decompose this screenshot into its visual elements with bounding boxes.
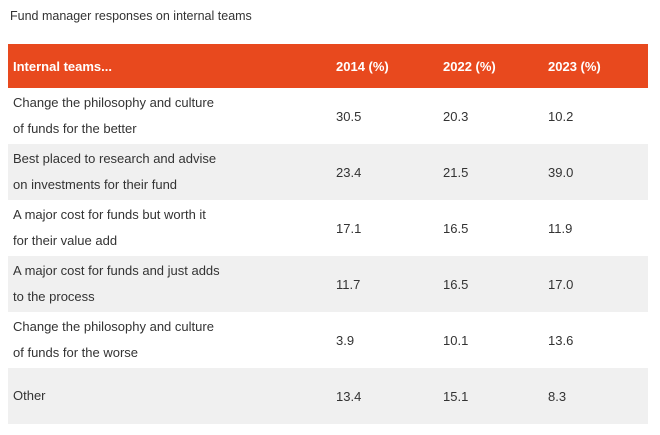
table-row: Best placed to research and advise on in… (8, 144, 648, 200)
row-value: 30.5 (336, 108, 362, 124)
row-value: 21.5 (443, 164, 469, 180)
header-internal-teams: Internal teams... (8, 44, 336, 88)
row-value: 13.6 (548, 332, 574, 348)
table-header-row: Internal teams... 2014 (%) 2022 (%) 2023… (8, 44, 648, 88)
row-label: Other (13, 388, 46, 403)
header-2022: 2022 (%) (443, 44, 548, 88)
header-2014: 2014 (%) (336, 44, 443, 88)
row-value: 15.1 (443, 388, 469, 404)
row-value: 13.4 (336, 388, 362, 404)
row-value: 3.9 (336, 332, 355, 348)
row-value: 23.4 (336, 164, 362, 180)
row-value: 10.2 (548, 108, 574, 124)
row-value: 17.1 (336, 220, 362, 236)
row-value: 20.3 (443, 108, 469, 124)
table-row: A major cost for funds and just adds to … (8, 256, 648, 312)
row-label: Best placed to research and advise on in… (13, 151, 217, 192)
row-value: 11.9 (548, 220, 573, 236)
row-value: 16.5 (443, 276, 469, 292)
row-label: A major cost for funds and just adds to … (13, 263, 220, 304)
row-value: 10.1 (443, 332, 469, 348)
row-value: 8.3 (548, 388, 567, 404)
row-value: 39.0 (548, 164, 574, 180)
row-label: Change the philosophy and culture of fun… (13, 319, 214, 360)
table-row: Change the philosophy and culture of fun… (8, 88, 648, 144)
row-label: A major cost for funds but worth it for … (13, 207, 206, 248)
report-figure: Fund manager responses on internal teams… (8, 9, 648, 424)
table-row: Change the philosophy and culture of fun… (8, 312, 648, 368)
table-row: Other 13.4 15.1 8.3 (8, 368, 648, 424)
row-label: Change the philosophy and culture of fun… (13, 95, 214, 136)
fund-manager-table: Internal teams... 2014 (%) 2022 (%) 2023… (8, 44, 648, 424)
header-2023: 2023 (%) (548, 44, 648, 88)
table-row: A major cost for funds but worth it for … (8, 200, 648, 256)
row-value: 17.0 (548, 276, 574, 292)
row-value: 16.5 (443, 220, 469, 236)
row-value: 11.7 (336, 276, 361, 292)
figure-title: Fund manager responses on internal teams (10, 9, 252, 23)
